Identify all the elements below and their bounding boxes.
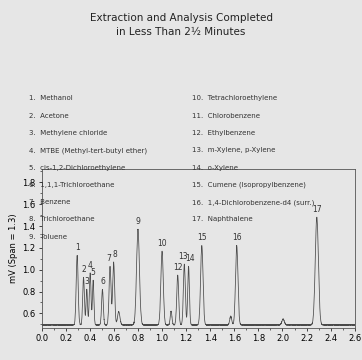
Text: 5.  cis-1,2-Dichloroethylene: 5. cis-1,2-Dichloroethylene: [29, 165, 125, 171]
Text: 2: 2: [81, 265, 86, 274]
Text: 7: 7: [106, 254, 111, 263]
Text: 13: 13: [178, 252, 188, 261]
Text: 3.  Methylene chloride: 3. Methylene chloride: [29, 130, 107, 136]
Text: 9: 9: [135, 217, 140, 226]
Text: 8.  Trichloroethane: 8. Trichloroethane: [29, 216, 94, 222]
Text: 15: 15: [197, 233, 207, 242]
Text: 6: 6: [100, 277, 105, 286]
Text: 10.  Tetrachloroethylene: 10. Tetrachloroethylene: [192, 95, 277, 102]
Text: 9.  Toluene: 9. Toluene: [29, 234, 67, 240]
Text: 14: 14: [185, 254, 195, 263]
Text: 4: 4: [88, 261, 93, 270]
Text: 13.  m-Xylene, p-Xylene: 13. m-Xylene, p-Xylene: [192, 147, 275, 153]
Y-axis label: mV (Span = 1.3): mV (Span = 1.3): [9, 213, 18, 283]
Text: 15.  Cumene (Isopropylbenzene): 15. Cumene (Isopropylbenzene): [192, 182, 306, 188]
Text: Extraction and Analysis Completed
in Less Than 2½ Minutes: Extraction and Analysis Completed in Les…: [89, 13, 273, 37]
Text: 17.  Naphthalene: 17. Naphthalene: [192, 216, 252, 222]
Text: 6.  1,1,1-Trichloroethane: 6. 1,1,1-Trichloroethane: [29, 182, 114, 188]
Text: 3: 3: [84, 277, 89, 286]
Text: 17: 17: [312, 205, 321, 214]
Text: 8: 8: [113, 250, 117, 259]
Text: 7.  Benzene: 7. Benzene: [29, 199, 70, 205]
Text: 4.  MTBE (Methyl-tert-butyl ether): 4. MTBE (Methyl-tert-butyl ether): [29, 147, 147, 154]
Text: 12.  Ethylbenzene: 12. Ethylbenzene: [192, 130, 255, 136]
Text: 11.  Chlorobenzene: 11. Chlorobenzene: [192, 113, 260, 119]
Text: 16.  1,4-Dichlorobenzene-d4 (surr.): 16. 1,4-Dichlorobenzene-d4 (surr.): [192, 199, 314, 206]
Text: 1.  Methanol: 1. Methanol: [29, 95, 73, 102]
Text: 14.  o-Xylene: 14. o-Xylene: [192, 165, 238, 171]
Text: 2.  Acetone: 2. Acetone: [29, 113, 68, 119]
Text: 16: 16: [232, 233, 241, 242]
Text: 12: 12: [173, 263, 182, 272]
Text: 5: 5: [91, 268, 96, 277]
Text: 1: 1: [75, 243, 80, 252]
Text: 10: 10: [157, 239, 167, 248]
